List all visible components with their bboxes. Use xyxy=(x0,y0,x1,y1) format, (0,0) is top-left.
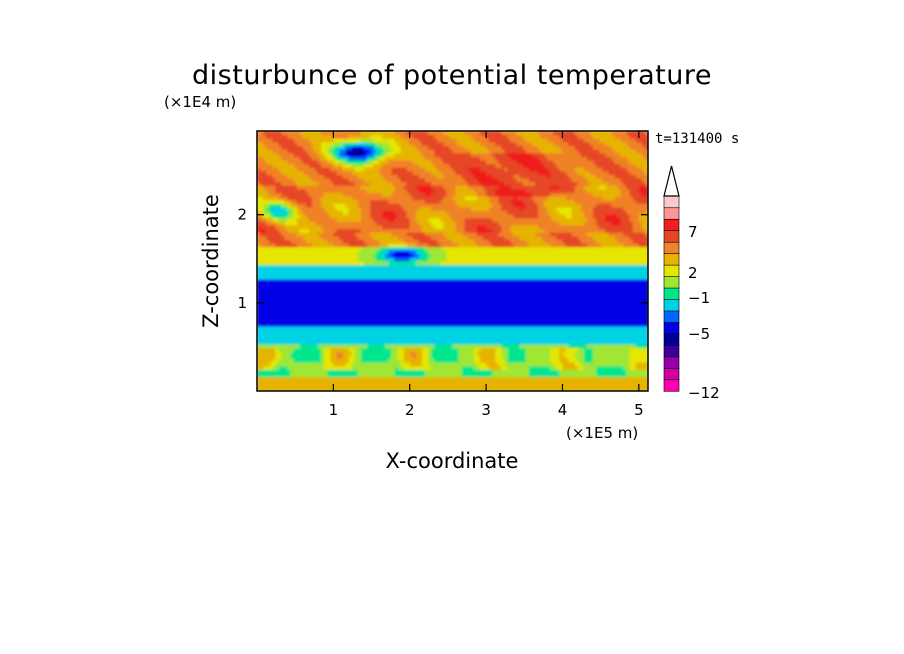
colorbar-extend-arrow xyxy=(663,165,680,197)
x-tick-label: 5 xyxy=(634,401,644,419)
y-tick-label: 2 xyxy=(237,206,247,224)
x-unit-label: (×1E5 m) xyxy=(566,424,638,442)
colorbar-tick-label: −12 xyxy=(688,384,720,402)
colorbar-swatch xyxy=(663,310,680,323)
colorbar-swatch xyxy=(663,333,680,346)
colorbar-swatch xyxy=(663,218,680,232)
colorbar-swatch xyxy=(663,298,680,312)
colorbar-swatch xyxy=(663,241,680,254)
time-label: t=131400 s xyxy=(655,131,739,147)
y-tick-label: 1 xyxy=(237,294,247,312)
chart-title: disturbunce of potential temperature xyxy=(192,60,712,91)
colorbar-swatch xyxy=(663,264,680,277)
x-tick-label: 1 xyxy=(329,401,339,419)
colorbar-swatch xyxy=(663,321,680,335)
colorbar-swatch xyxy=(663,356,680,369)
x-axis-title: X-coordinate xyxy=(386,449,519,473)
y-unit-label: (×1E4 m) xyxy=(164,93,236,111)
colorbar-swatch xyxy=(663,230,680,243)
x-tick-label: 4 xyxy=(558,401,568,419)
heatmap-field xyxy=(257,131,648,391)
colorbar-tick-label: −5 xyxy=(688,325,710,343)
colorbar-swatch xyxy=(663,195,680,209)
plot-frame xyxy=(256,130,649,392)
colorbar-swatch xyxy=(663,344,680,358)
y-axis: 12 xyxy=(237,206,648,312)
colorbar-tick-label: −1 xyxy=(688,289,710,307)
y-axis-title: Z-coordinate xyxy=(199,194,223,328)
colorbar-swatch xyxy=(663,275,680,289)
colorbar: 7 2 −1 −5 −12 xyxy=(663,165,720,402)
x-tick-label: 2 xyxy=(405,401,415,419)
x-tick-label: 3 xyxy=(481,401,491,419)
colorbar-swatch xyxy=(663,207,680,220)
colorbar-swatch xyxy=(663,287,680,300)
colorbar-tick-label: 7 xyxy=(688,223,698,241)
colorbar-swatch xyxy=(663,379,680,392)
colorbar-swatch xyxy=(663,367,680,381)
colorbar-swatch xyxy=(663,253,680,266)
x-axis: 1 2 3 4 5 xyxy=(329,131,644,419)
colorbar-tick-label: 2 xyxy=(688,264,698,282)
